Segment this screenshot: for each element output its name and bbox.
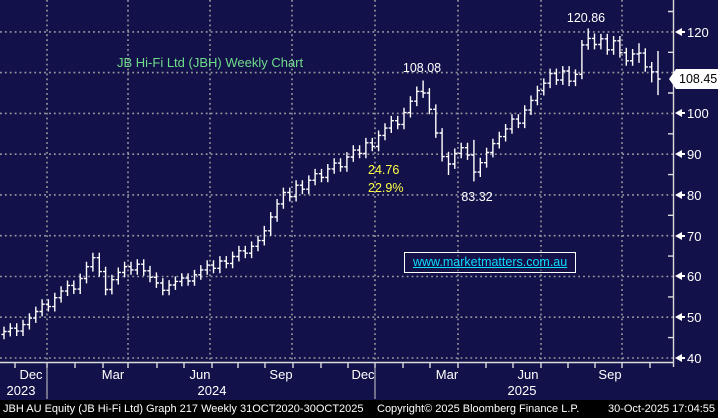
y-axis-label: 100 [675,106,709,121]
x-year-label: 2023 [6,383,36,398]
last-price-label: 108.45 [676,69,718,89]
axis-arrow-icon [675,272,682,280]
grid-lines [0,0,673,362]
x-month-label: Jun [189,367,211,382]
x-month-label: Jun [517,367,539,382]
footer-bar: JBH AU Equity (JB Hi-Fi Ltd) Graph 217 W… [0,400,718,418]
y-axis-label: 90 [675,147,701,162]
y-axis-label: 60 [675,269,701,284]
footer-timestamp: 30-Oct-2025 17:04:55 [607,403,715,415]
marketmatters-watermark-link[interactable]: www.marketmatters.com.au [404,252,577,273]
axis-arrow-icon [675,150,682,158]
footer-security-info: JBH AU Equity (JB Hi-Fi Ltd) Graph 217 W… [3,403,364,415]
axis-arrow-icon [675,354,682,362]
footer-copyright: Copyright© 2025 Bloomberg Finance L.P. [377,403,580,415]
high-label-108: 108.08 [402,61,442,75]
axis-lines [0,0,675,368]
chart-title: JB Hi-Fi Ltd (JBH) Weekly Chart [117,55,304,70]
price-bars [1,28,661,340]
x-month-label: Dec [351,367,375,382]
axis-arrow-icon [675,28,682,36]
axis-arrow-icon [675,232,682,240]
x-month-label: Mar [435,367,459,382]
x-month-label: Sep [269,367,293,382]
y-axis-label: 50 [675,310,701,325]
x-year-label: 2025 [507,383,537,398]
y-axis-label: 120 [675,25,709,40]
high-label-120: 120.86 [566,11,606,25]
x-month-label: Sep [598,367,622,382]
y-axis-label: 40 [675,351,701,366]
low-label-83: 83.32 [461,190,493,204]
decline-points-label: 24.76 [368,163,400,177]
x-month-label: Mar [101,367,125,382]
x-month-label: Dec [19,367,43,382]
axis-arrow-icon [675,109,682,117]
y-axis-label: 80 [675,188,701,203]
x-year-label: 2024 [197,383,227,398]
decline-percent-label: 22.9% [368,181,404,195]
year-separator-ticks [46,367,376,399]
axis-arrow-icon [675,191,682,199]
y-axis-label: 70 [675,229,701,244]
axis-arrow-icon [675,313,682,321]
